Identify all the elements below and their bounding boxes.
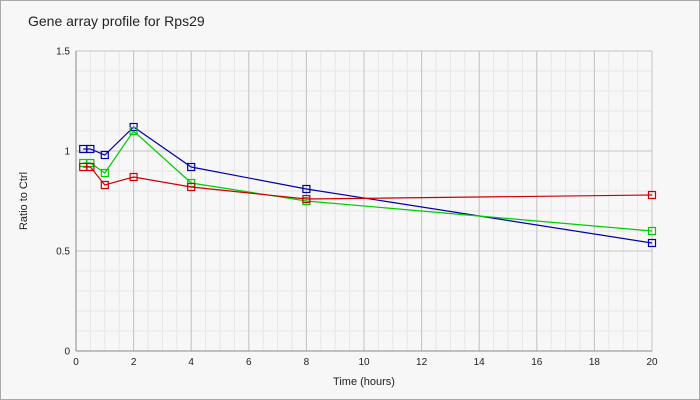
x-tick-label: 8 — [304, 357, 310, 368]
data-point — [647, 238, 657, 248]
data-point — [100, 168, 109, 178]
data-point — [100, 150, 109, 160]
x-tick-label: 12 — [416, 357, 428, 368]
x-tick-label: 14 — [474, 357, 486, 368]
y-tick-label: 0 — [64, 347, 70, 358]
data-point — [647, 226, 657, 236]
y-tick-label: 1 — [64, 147, 70, 158]
x-tick-label: 16 — [531, 357, 543, 368]
series-group — [79, 122, 657, 248]
y-axis-title: Ratio to Ctrl — [18, 172, 30, 230]
x-tick-label: 6 — [246, 357, 252, 368]
x-axis-title: Time (hours) — [333, 376, 395, 388]
data-point — [187, 182, 196, 192]
x-tick-label: 4 — [188, 357, 194, 368]
data-point — [100, 180, 109, 190]
data-point — [86, 162, 95, 172]
tick-labels: 0 2 4 6 8 10 12 14 16 18 20 0 0.5 1 1.5 — [56, 47, 658, 369]
series-line — [83, 166, 653, 200]
data-point — [129, 172, 138, 182]
x-tick-label: 20 — [646, 357, 658, 368]
data-point — [302, 184, 311, 194]
x-tick-label: 10 — [358, 357, 370, 368]
y-tick-label: 0.5 — [56, 247, 70, 258]
data-point — [187, 162, 196, 172]
data-point — [647, 190, 657, 200]
data-point — [86, 144, 95, 154]
chart-title: Gene array profile for Rps29 — [28, 13, 205, 29]
y-tick-label: 1.5 — [56, 47, 70, 58]
x-tick-label: 2 — [131, 357, 137, 368]
x-tick-label: 0 — [73, 357, 79, 368]
x-tick-label: 18 — [589, 357, 601, 368]
axes — [75, 51, 652, 352]
data-point — [302, 194, 311, 204]
data-point — [129, 126, 138, 136]
